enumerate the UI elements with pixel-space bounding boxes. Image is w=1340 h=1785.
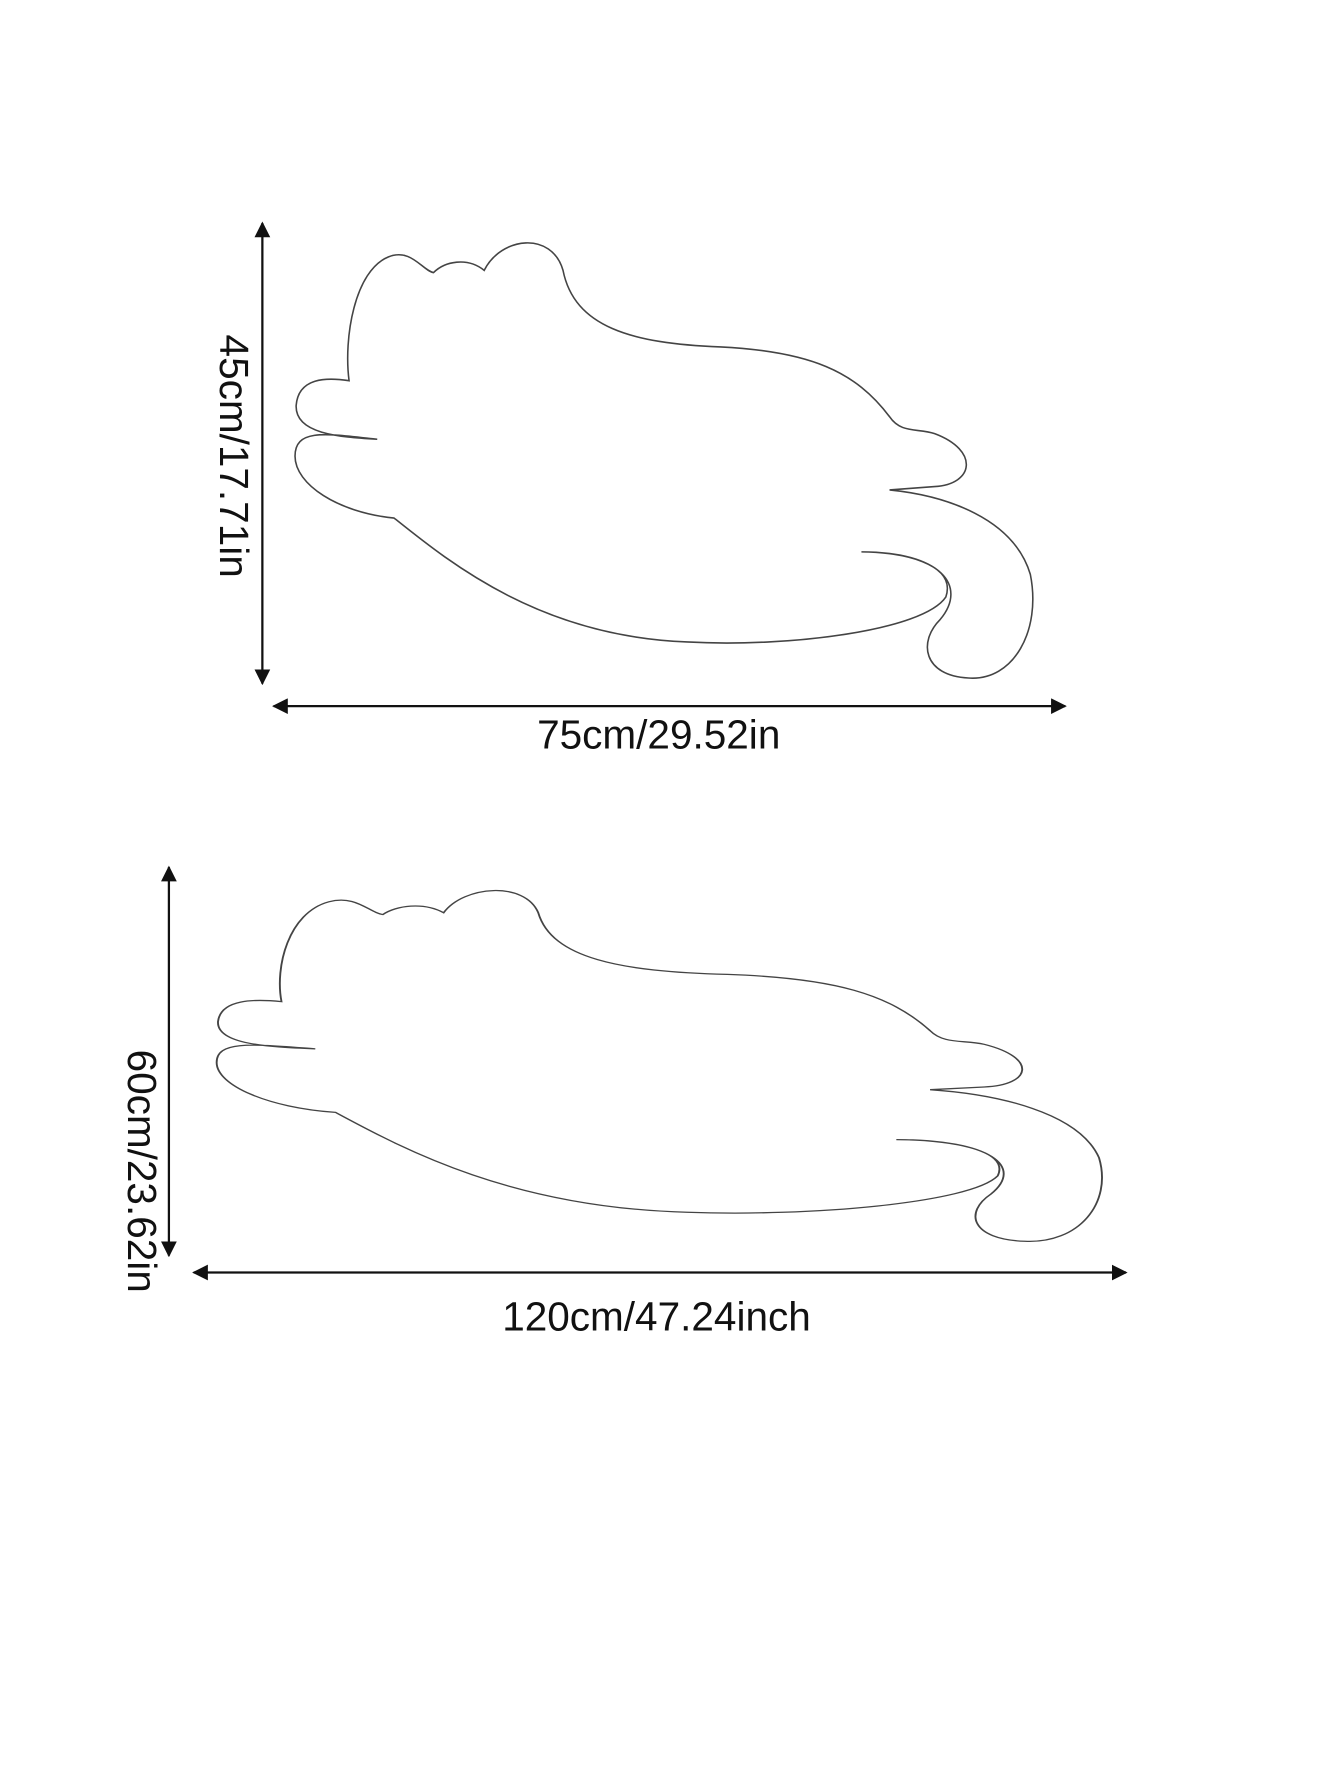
small-size: 45cm/17.71in 75cm/29.52in bbox=[211, 221, 1067, 757]
height-label: 45cm/17.71in bbox=[211, 335, 257, 578]
width-label: 75cm/29.52in bbox=[537, 711, 780, 757]
large-size: 60cm/23.62in 120cm/47.24inch bbox=[119, 865, 1128, 1340]
cat-outline bbox=[294, 242, 1034, 679]
width-label: 120cm/47.24inch bbox=[502, 1294, 811, 1340]
cat-outline bbox=[215, 889, 1103, 1243]
height-label: 60cm/23.62in bbox=[119, 1050, 165, 1293]
